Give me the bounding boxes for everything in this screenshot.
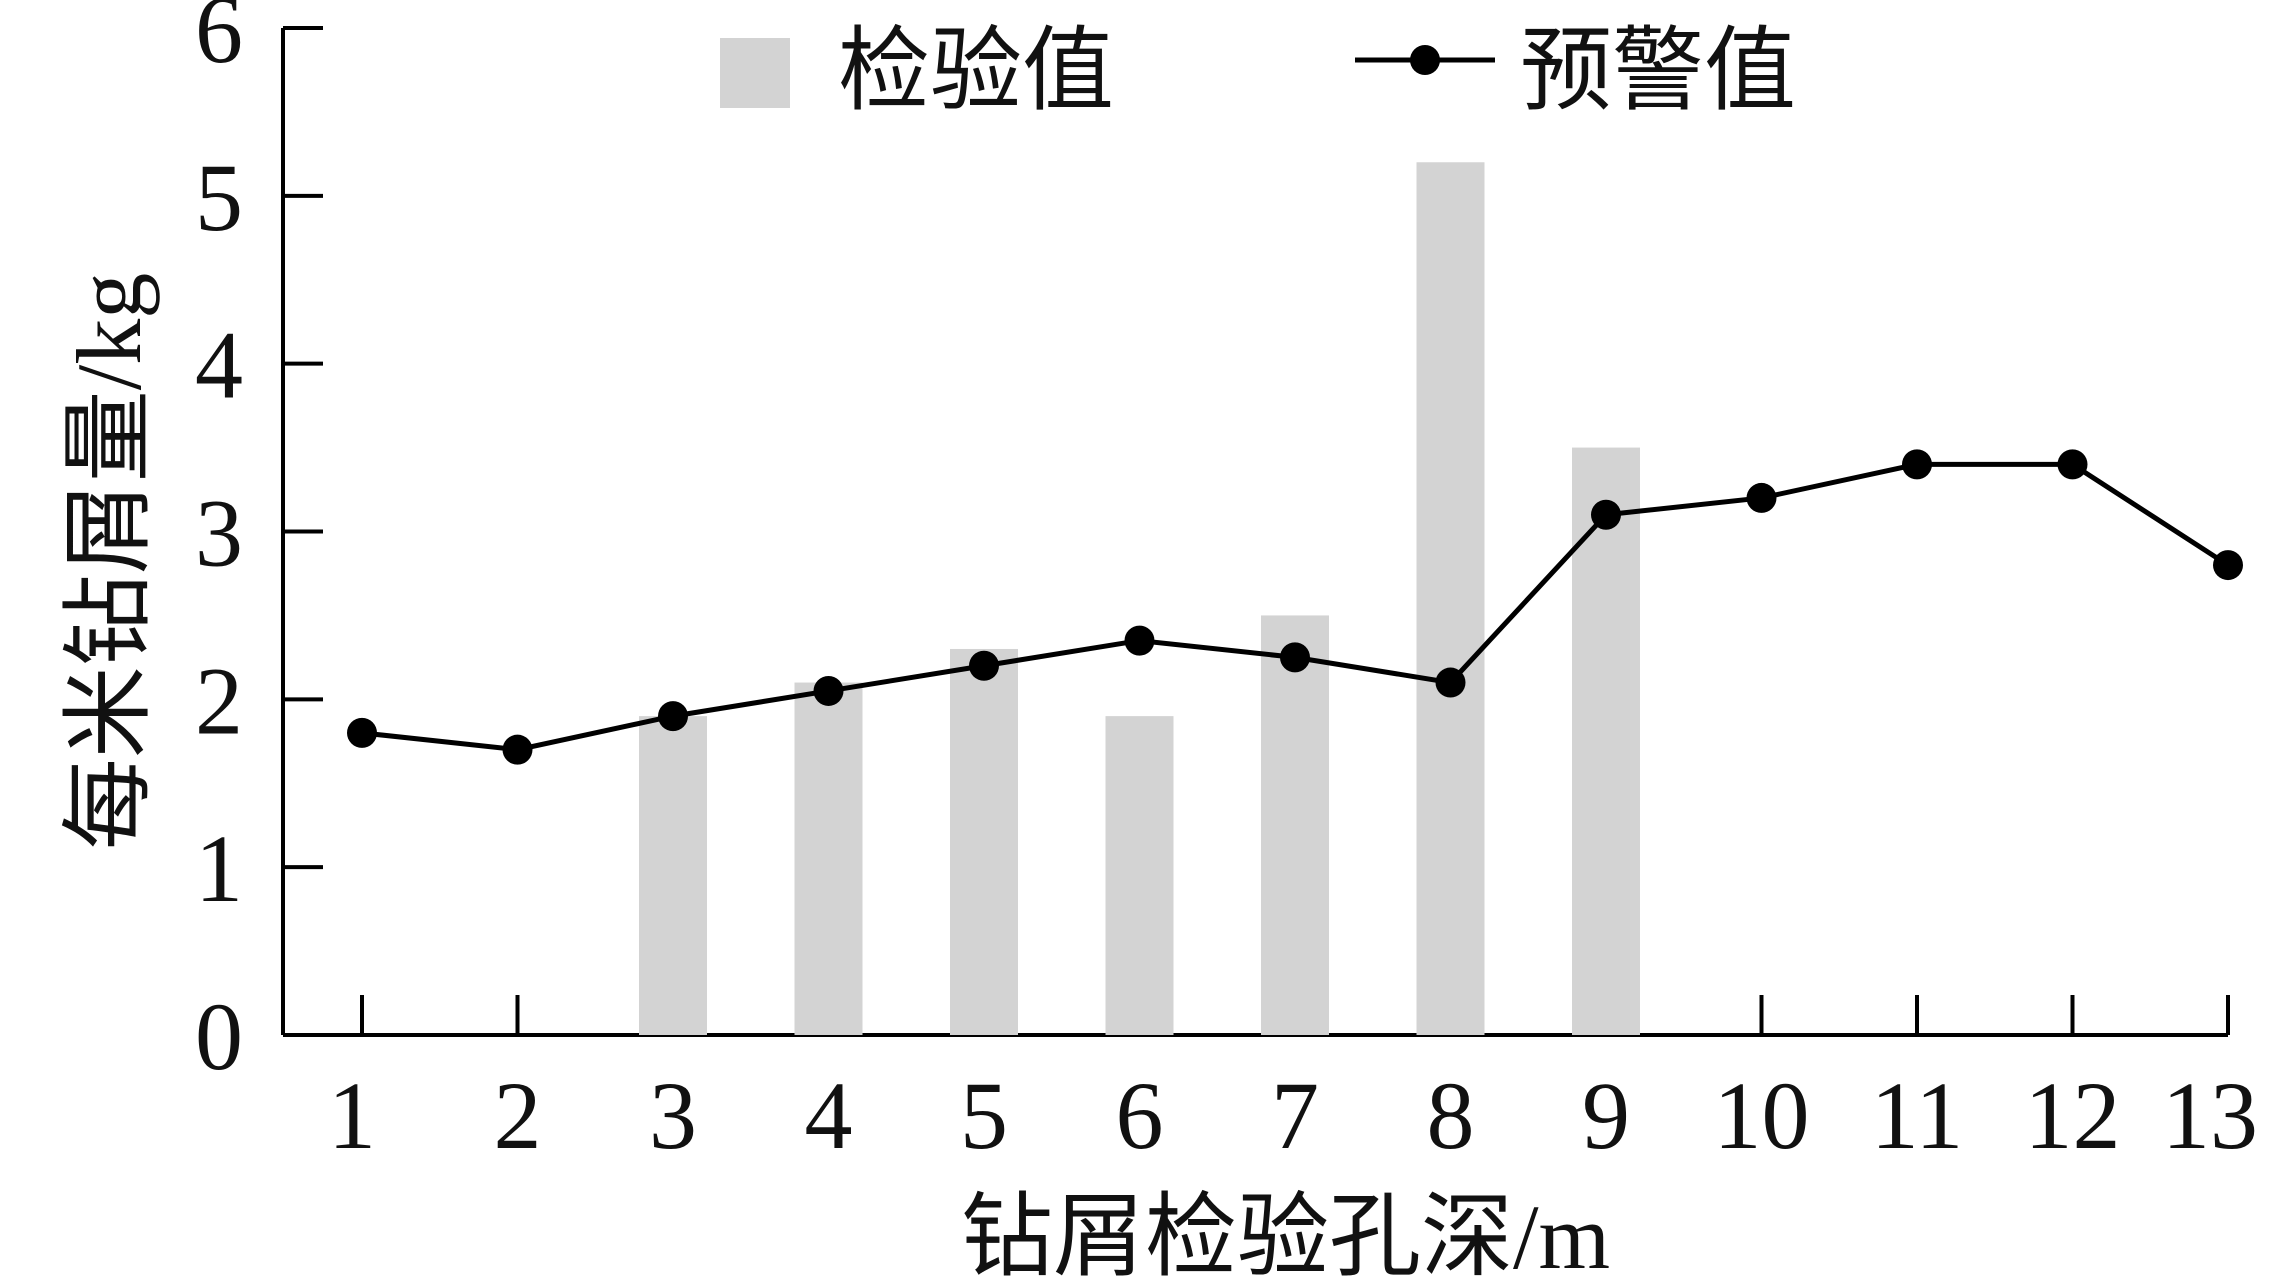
line-point-13 xyxy=(2213,550,2243,581)
x-tick-label: 7 xyxy=(1271,1062,1319,1169)
x-tick-label: 8 xyxy=(1427,1062,1475,1169)
x-tick-label: 6 xyxy=(1116,1062,1164,1169)
bar-4 xyxy=(794,682,863,1035)
line-point-10 xyxy=(1746,482,1777,513)
line-point-7 xyxy=(1280,642,1310,673)
y-tick-label: 4 xyxy=(195,312,243,419)
line-point-9 xyxy=(1591,499,1621,530)
line-point-5 xyxy=(969,650,999,681)
x-axis-title: 钻屑检验孔深/m xyxy=(961,1186,1610,1287)
line-point-6 xyxy=(1124,625,1155,656)
x-tick-label: 10 xyxy=(1714,1062,1810,1169)
x-tick-label: 5 xyxy=(960,1062,1008,1169)
line-point-4 xyxy=(813,675,844,706)
line-point-2 xyxy=(502,734,533,765)
legend-line-label: 预警值 xyxy=(1520,20,1796,122)
x-tick-label: 9 xyxy=(1582,1062,1630,1169)
x-tick-label: 2 xyxy=(494,1062,542,1169)
y-tick-label: 6 xyxy=(195,0,243,83)
legend-bar-label: 检验值 xyxy=(838,20,1114,122)
bar-6 xyxy=(1105,716,1174,1035)
x-tick-label: 13 xyxy=(2162,1062,2258,1169)
x-tick-label: 4 xyxy=(805,1062,853,1169)
bar-5 xyxy=(950,648,1018,1035)
x-tick-label: 3 xyxy=(649,1062,697,1169)
y-tick-label: 1 xyxy=(195,815,243,922)
y-tick-label: 5 xyxy=(195,144,243,251)
legend-line-marker xyxy=(1410,45,1440,75)
bar-7 xyxy=(1261,615,1329,1035)
line-point-8 xyxy=(1435,667,1466,698)
line-point-3 xyxy=(658,701,688,732)
line-point-1 xyxy=(347,717,377,748)
line-layer xyxy=(347,449,2243,765)
x-tick-label: 11 xyxy=(1871,1062,1963,1169)
y-tick-label: 3 xyxy=(195,480,243,587)
axes-layer xyxy=(281,26,2230,1037)
line-point-11 xyxy=(1902,449,1932,480)
y-tick-label: 2 xyxy=(195,647,243,754)
legend: 检验值 预警值 xyxy=(720,20,1796,122)
bar-8 xyxy=(1416,162,1485,1035)
bars-layer xyxy=(639,162,1640,1035)
y-axis-title: 每米钻屑量/kg xyxy=(58,273,160,851)
bar-9 xyxy=(1572,447,1640,1035)
y-tick-label: 0 xyxy=(195,983,243,1090)
x-tick-label: 12 xyxy=(2025,1062,2121,1169)
x-tick-label: 1 xyxy=(328,1062,376,1169)
legend-bar-swatch xyxy=(720,38,790,108)
bar-3 xyxy=(639,716,707,1035)
line-point-12 xyxy=(2057,449,2088,480)
